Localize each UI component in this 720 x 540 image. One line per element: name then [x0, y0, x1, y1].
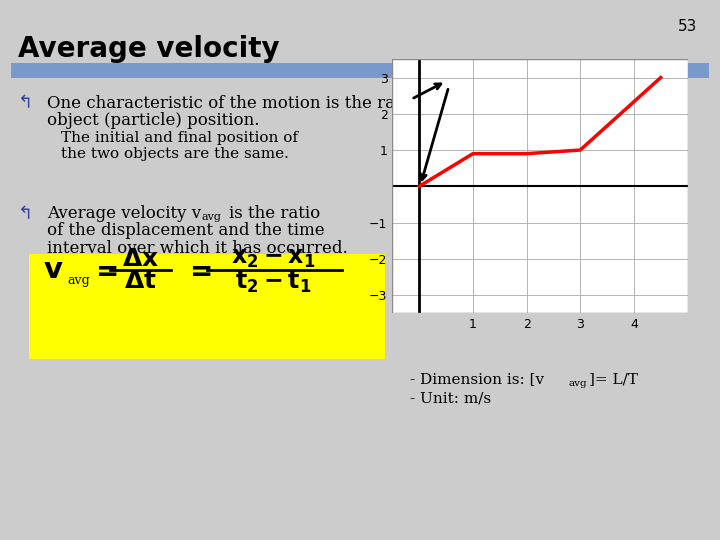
Text: $\mathbf{\Delta t}$: $\mathbf{\Delta t}$ — [124, 271, 157, 293]
Text: is the ratio: is the ratio — [229, 205, 320, 222]
Text: avg: avg — [569, 379, 588, 388]
Text: $\mathbf{=}$: $\mathbf{=}$ — [90, 256, 118, 284]
Text: 53: 53 — [678, 19, 697, 34]
Text: $\mathbf{t_2 - t_1}$: $\mathbf{t_2 - t_1}$ — [235, 269, 312, 295]
Text: The initial and final position of: The initial and final position of — [61, 131, 298, 145]
Text: $\mathbf{x_2 - x_1}$: $\mathbf{x_2 - x_1}$ — [231, 247, 316, 269]
Text: $\mathbf{v}$: $\mathbf{v}$ — [43, 256, 64, 284]
Text: - Dimension is: [v: - Dimension is: [v — [410, 373, 544, 387]
Text: ]= L/T: ]= L/T — [589, 373, 638, 387]
Text: - Unit: m/s: - Unit: m/s — [410, 392, 492, 406]
Text: ↰: ↰ — [18, 94, 33, 112]
Text: Average velocity: Average velocity — [18, 35, 279, 63]
Text: interval over which it has occurred.: interval over which it has occurred. — [47, 240, 348, 256]
Text: $\mathbf{=}$: $\mathbf{=}$ — [184, 256, 212, 284]
Text: the two objects are the same.: the two objects are the same. — [61, 147, 289, 161]
Text: object (particle) position.: object (particle) position. — [47, 112, 259, 129]
Text: of the displacement and the time: of the displacement and the time — [47, 222, 325, 239]
Text: One characteristic of the motion is the rate of change of the: One characteristic of the motion is the … — [47, 94, 553, 111]
Text: Average velocity v: Average velocity v — [47, 205, 201, 222]
Text: ↰: ↰ — [18, 205, 33, 223]
Text: avg: avg — [202, 212, 222, 222]
FancyBboxPatch shape — [11, 63, 709, 78]
FancyBboxPatch shape — [29, 254, 385, 359]
Text: $\mathbf{\Delta x}$: $\mathbf{\Delta x}$ — [122, 248, 159, 271]
Text: avg: avg — [68, 274, 91, 287]
